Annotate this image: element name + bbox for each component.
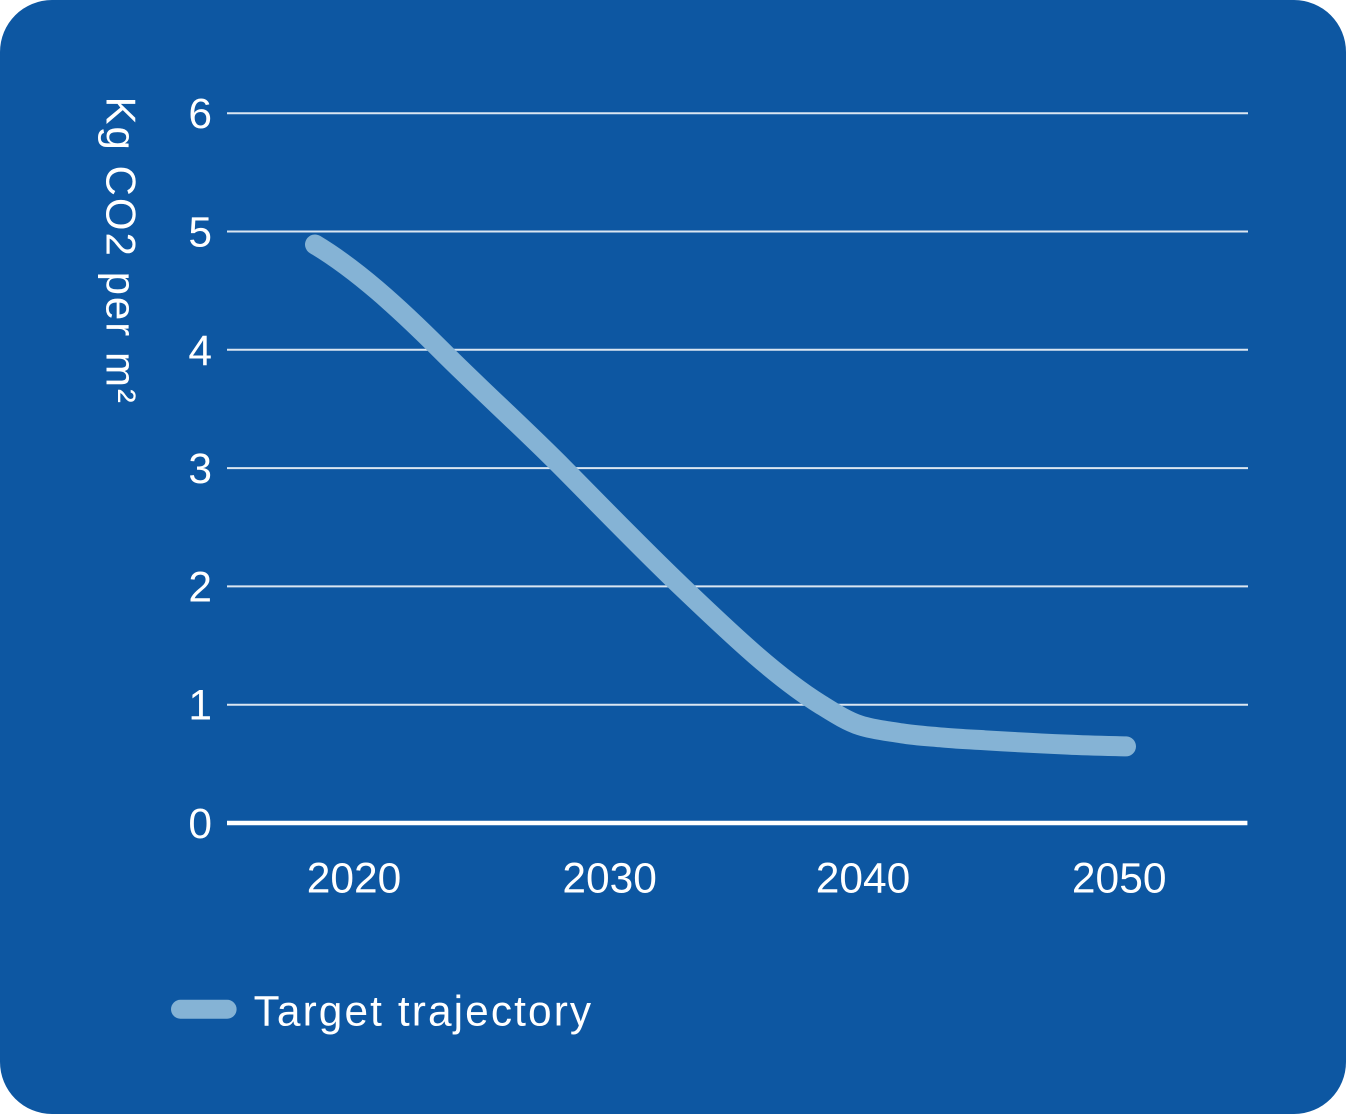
svg-text:Target trajectory: Target trajectory bbox=[254, 988, 594, 1035]
svg-text:2020: 2020 bbox=[307, 856, 402, 903]
svg-text:2050: 2050 bbox=[1072, 856, 1167, 903]
svg-text:5: 5 bbox=[188, 210, 212, 257]
svg-text:6: 6 bbox=[188, 91, 212, 138]
svg-text:Kg CO2 per m²: Kg CO2 per m² bbox=[98, 97, 145, 405]
svg-text:3: 3 bbox=[188, 446, 212, 493]
svg-text:4: 4 bbox=[188, 328, 212, 375]
svg-text:2: 2 bbox=[188, 564, 212, 611]
svg-text:2040: 2040 bbox=[816, 856, 911, 903]
svg-text:0: 0 bbox=[188, 801, 212, 848]
svg-text:1: 1 bbox=[188, 683, 212, 730]
svg-text:2030: 2030 bbox=[562, 856, 657, 903]
